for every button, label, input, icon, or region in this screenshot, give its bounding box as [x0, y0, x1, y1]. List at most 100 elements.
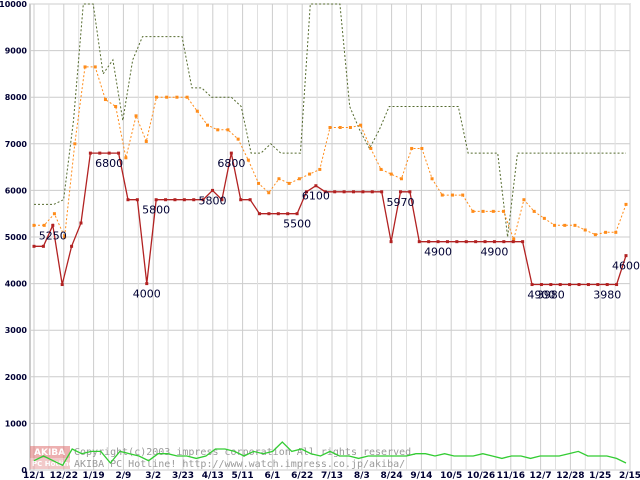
- series-point-1: [308, 172, 312, 176]
- series-point-1: [246, 158, 250, 162]
- series-point-1: [593, 233, 597, 237]
- data-label: 4600: [612, 260, 640, 273]
- data-label: 6800: [217, 157, 245, 170]
- logo-text-top: AKIBA: [34, 448, 65, 458]
- series-point-1: [481, 209, 485, 213]
- data-label: 5800: [199, 194, 227, 207]
- y-tick-label: 10000: [0, 0, 27, 9]
- series-point-2: [267, 212, 271, 216]
- y-tick-label: 1000: [5, 419, 28, 428]
- x-tick-label: 12/1: [23, 471, 45, 480]
- series-point-1: [277, 177, 281, 181]
- series-point-2: [417, 240, 421, 244]
- series-point-1: [114, 105, 118, 109]
- series-point-1: [226, 128, 230, 132]
- series-point-1: [399, 177, 403, 181]
- series-point-2: [220, 198, 224, 202]
- data-label: 3980: [537, 289, 565, 302]
- series-point-1: [604, 230, 608, 234]
- series-point-1: [410, 146, 414, 150]
- series-point-2: [521, 240, 525, 244]
- x-tick-label: 12/28: [556, 471, 584, 480]
- x-tick-label: 6/1: [264, 471, 280, 480]
- logo-text-bottom: PC Hotline!: [32, 460, 76, 468]
- series-point-1: [206, 123, 210, 127]
- x-tick-label: 3/23: [172, 471, 194, 480]
- series-point-2: [351, 190, 355, 194]
- series-point-2: [258, 212, 262, 216]
- series-point-2: [32, 244, 36, 248]
- series-point-2: [305, 190, 309, 194]
- series-point-1: [154, 95, 158, 99]
- series-point-2: [605, 283, 609, 287]
- x-tick-label: 12/22: [50, 471, 78, 480]
- series-point-1: [83, 65, 87, 69]
- series-point-2: [455, 240, 459, 244]
- series-line-0: [34, 3, 626, 238]
- x-tick-label: 2/9: [115, 471, 131, 480]
- series-point-1: [563, 223, 567, 227]
- data-labels: 5250 6800 4000 5800 5800 6800 5500 6100 5970 4900…: [39, 157, 640, 301]
- series-point-2: [229, 151, 233, 155]
- y-tick-label: 6000: [5, 186, 28, 195]
- series-point-1: [450, 193, 454, 197]
- series-point-1: [379, 167, 383, 171]
- series-point-1: [52, 212, 56, 216]
- series-point-1: [512, 237, 516, 241]
- series-point-2: [464, 240, 468, 244]
- data-label: 4900: [424, 246, 452, 259]
- series-point-2: [333, 190, 337, 194]
- series-point-1: [185, 95, 189, 99]
- y-tick-label: 2000: [5, 373, 28, 382]
- series-point-2: [182, 198, 186, 202]
- series-point-1: [614, 230, 618, 234]
- series-point-2: [380, 190, 384, 194]
- series-point-2: [276, 212, 280, 216]
- x-tick-label: 2/15: [619, 471, 640, 480]
- series-point-2: [201, 198, 205, 202]
- series-point-2: [596, 283, 600, 287]
- series-point-2: [135, 198, 139, 202]
- series-point-1: [389, 172, 393, 176]
- series-point-1: [471, 209, 475, 213]
- series-point-1: [32, 223, 36, 227]
- series-point-1: [420, 146, 424, 150]
- series-point-1: [318, 167, 322, 171]
- x-axis-ticks: 12/1 12/22 1/19 2/9 3/2 3/23 4/13 5/11 6/1 6/22 7/…: [23, 471, 640, 480]
- series-point-1: [297, 177, 301, 181]
- watermark-copyright: Copyright(c)2003 impress corporation All…: [74, 447, 417, 458]
- x-tick-label: 10/26: [467, 471, 495, 480]
- series-point-1: [491, 209, 495, 213]
- x-tick-label: 10/5: [440, 471, 462, 480]
- series-point-2: [60, 283, 64, 287]
- series-point-1: [134, 114, 138, 118]
- series-point-2: [248, 198, 252, 202]
- y-tick-label: 3000: [5, 326, 28, 335]
- series-point-2: [98, 151, 102, 155]
- data-label: 5800: [142, 204, 170, 217]
- series-point-2: [474, 240, 478, 244]
- series-point-1: [287, 181, 291, 185]
- x-tick-label: 8/3: [354, 471, 370, 480]
- series-point-2: [107, 151, 111, 155]
- x-tick-label: 9/14: [410, 471, 432, 480]
- series-point-2: [398, 190, 402, 194]
- x-tick-label: 8/24: [381, 471, 403, 480]
- series-line-3: [33, 441, 627, 467]
- series-point-2: [549, 283, 553, 287]
- data-label: 5250: [39, 229, 67, 242]
- akiba-logo: AKIBA PC Hotline!: [30, 446, 76, 469]
- series-point-1: [573, 223, 577, 227]
- series-group: [32, 3, 628, 467]
- y-tick-label: 7000: [5, 140, 28, 149]
- x-tick-label: 1/19: [83, 471, 105, 480]
- series-point-1: [502, 209, 506, 213]
- series-point-2: [173, 198, 177, 202]
- series-point-2: [445, 240, 449, 244]
- series-point-2: [295, 212, 299, 216]
- x-tick-label: 11/16: [497, 471, 525, 480]
- series-point-2: [239, 198, 243, 202]
- series-point-1: [124, 156, 128, 160]
- series-point-1: [93, 65, 97, 69]
- series-point-1: [338, 125, 342, 129]
